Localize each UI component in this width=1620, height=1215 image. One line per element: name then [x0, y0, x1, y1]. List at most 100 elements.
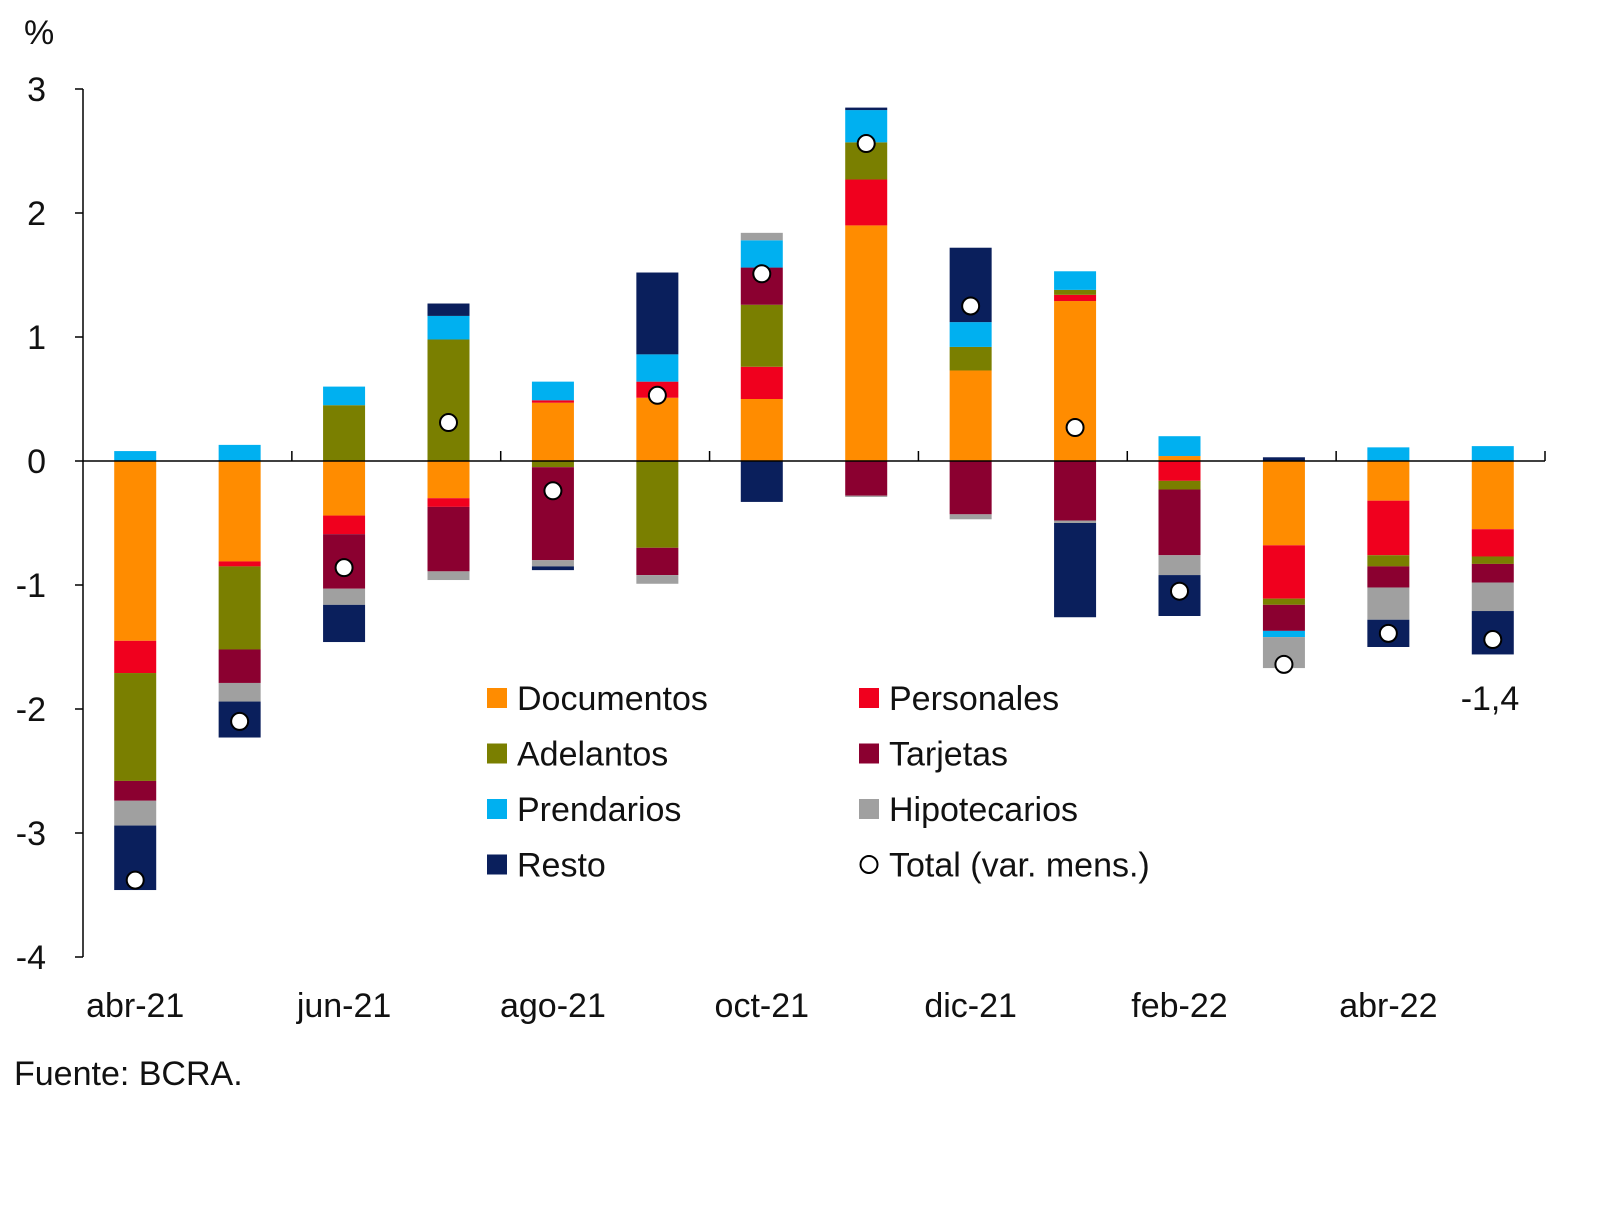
legend-label: Resto: [517, 847, 606, 885]
bar-segment-adelantos-jun-21: [323, 405, 366, 461]
bar-segment-personales-abr-21: [114, 640, 157, 674]
total-marker-ene-22: [1065, 418, 1085, 438]
bar-segment-adelantos-may-21: [218, 566, 261, 650]
bar-segment-resto-sep-21: [636, 272, 679, 355]
legend-swatch-total: [859, 855, 879, 874]
bar-segment-documentos-jul-21: [427, 461, 470, 499]
legend-label: Total (var. mens.): [889, 847, 1150, 885]
x-tick-label: ago-21: [500, 987, 606, 1025]
bar-segment-tarjetas-abr-21: [114, 780, 157, 801]
bar-segment-documentos-dic-21: [949, 370, 992, 461]
bar-segment-hipotecarios-feb-22: [1158, 555, 1201, 576]
bar-segment-tarjetas-nov-21: [845, 461, 888, 496]
bar-segment-adelantos-jul-21: [427, 339, 470, 461]
bar-segment-adelantos-may-22: [1471, 556, 1514, 564]
total-marker-nov-21: [856, 134, 876, 154]
source-note: Fuente: BCRA.: [14, 1055, 243, 1093]
bar-segment-hipotecarios-abr-21: [114, 800, 157, 826]
bar-segment-documentos-abr-22: [1367, 461, 1410, 501]
bar-segment-personales-mar-22: [1262, 545, 1305, 599]
bar-segment-prendarios-sep-21: [636, 354, 679, 382]
y-tick-label: 2: [27, 195, 46, 233]
bar-segment-prendarios-abr-21: [114, 451, 157, 461]
bar-segment-documentos-ago-21: [531, 402, 574, 461]
bar-segment-adelantos-abr-22: [1367, 555, 1410, 567]
bar-segment-hipotecarios-may-21: [218, 682, 261, 702]
legend-swatch-documentos: [487, 688, 507, 708]
bar-segment-tarjetas-jul-21: [427, 506, 470, 572]
x-tick-label: abr-21: [86, 987, 184, 1025]
bar-segment-hipotecarios-oct-21: [740, 232, 783, 241]
total-marker-oct-21: [752, 264, 772, 284]
x-tick-label: feb-22: [1131, 987, 1227, 1025]
y-axis-unit: %: [24, 14, 54, 52]
x-tick-label: dic-21: [924, 987, 1017, 1025]
bar-segment-tarjetas-may-22: [1471, 563, 1514, 583]
bar-segment-hipotecarios-ago-21: [531, 560, 574, 567]
total-marker-jul-21: [439, 413, 458, 433]
legend-label: Documentos: [517, 680, 708, 718]
bar-segment-adelantos-sep-21: [636, 461, 679, 548]
bar-segment-documentos-sep-21: [636, 397, 679, 461]
legend-label: Personales: [889, 680, 1059, 718]
y-tick-label: -1: [16, 567, 46, 605]
bar-segment-documentos-nov-21: [845, 225, 888, 461]
bar-segment-adelantos-ene-22: [1054, 289, 1097, 295]
bar-segment-prendarios-may-21: [218, 444, 261, 461]
legend-label: Hipotecarios: [889, 791, 1078, 829]
bar-segment-documentos-mar-22: [1262, 461, 1305, 546]
bar-segment-personales-jun-21: [323, 515, 366, 535]
legend-swatch-hipotecarios: [859, 799, 879, 819]
total-marker-may-21: [230, 711, 250, 731]
legend-swatch-adelantos: [487, 743, 507, 764]
legend-label: Tarjetas: [889, 736, 1008, 774]
bar-segment-hipotecarios-abr-22: [1367, 587, 1410, 620]
legend-label: Prendarios: [517, 791, 681, 829]
x-tick-label: abr-22: [1339, 987, 1437, 1025]
bar-segment-documentos-feb-22: [1158, 456, 1201, 461]
bar-segment-adelantos-mar-22: [1262, 598, 1305, 605]
bar-segment-personales-jul-21: [427, 498, 470, 507]
bar-segment-hipotecarios-sep-21: [636, 575, 679, 584]
x-tick-label: jun-21: [296, 987, 392, 1025]
bar-segment-adelantos-ago-21: [531, 461, 574, 468]
bar-segment-personales-abr-22: [1367, 500, 1410, 556]
bar-segment-prendarios-ago-21: [531, 381, 574, 401]
total-marker-jun-21: [334, 558, 354, 578]
bar-segment-tarjetas-ago-21: [531, 467, 574, 561]
total-marker-dic-21: [961, 296, 981, 316]
total-marker-may-22: [1483, 630, 1503, 650]
total-markers: [125, 134, 1503, 890]
bar-segment-resto-oct-21: [740, 461, 783, 502]
bar-segment-resto-ago-21: [531, 566, 574, 571]
bar-segment-hipotecarios-jul-21: [427, 571, 470, 581]
total-marker-sep-21: [647, 385, 667, 405]
bar-segment-prendarios-jul-21: [427, 315, 470, 340]
y-tick-label: 0: [27, 443, 46, 481]
bar-segment-prendarios-may-22: [1471, 446, 1514, 461]
bar-segment-tarjetas-dic-21: [949, 461, 992, 515]
bar-segment-personales-ene-22: [1054, 294, 1097, 302]
legend: Documentos Personales Adelantos Tarjetas Pre…: [487, 680, 1150, 885]
bar-segment-tarjetas-sep-21: [636, 547, 679, 576]
bar-segment-hipotecarios-nov-21: [845, 495, 888, 497]
legend-label: Adelantos: [517, 736, 668, 774]
bar-segment-hipotecarios-ene-22: [1054, 520, 1097, 523]
bar-segment-hipotecarios-jun-21: [323, 588, 366, 605]
total-marker-abr-21: [125, 870, 145, 890]
bar-segment-resto-mar-22: [1262, 457, 1305, 461]
y-tick-label: -2: [16, 691, 46, 729]
bar-segment-adelantos-abr-21: [114, 673, 157, 781]
y-axis: 3 2 1 0 -1 -2 -3 -4: [16, 71, 84, 977]
total-marker-feb-22: [1170, 581, 1189, 601]
y-tick-label: -4: [16, 939, 46, 977]
bar-segment-resto-ene-22: [1054, 523, 1097, 618]
legend-swatch-tarjetas: [859, 743, 879, 764]
bar-segment-prendarios-jun-21: [323, 386, 366, 406]
legend-swatch-resto: [487, 854, 507, 875]
bar-segment-documentos-oct-21: [740, 399, 783, 461]
bar-segment-resto-jul-21: [427, 303, 470, 316]
bar-segment-prendarios-mar-22: [1262, 630, 1305, 638]
y-tick-label: 1: [27, 319, 46, 357]
